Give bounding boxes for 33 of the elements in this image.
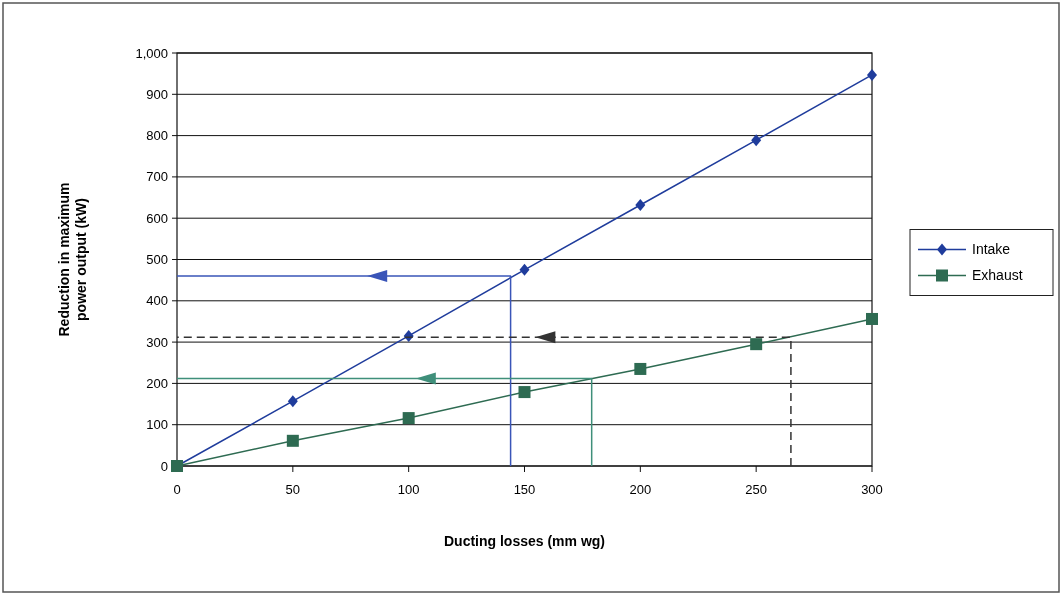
x-tick-label: 300 xyxy=(861,482,883,497)
point xyxy=(635,198,646,211)
y-tick-label: 800 xyxy=(146,128,168,144)
y-tick-label: 0 xyxy=(160,458,168,474)
point xyxy=(519,263,530,276)
y-tick-label: 600 xyxy=(146,210,168,226)
x-tick-label: 50 xyxy=(285,482,301,497)
y-tick-label: 700 xyxy=(146,169,168,185)
point xyxy=(866,312,878,325)
legend-label: Exhaust xyxy=(972,267,1023,284)
legend-label: Intake xyxy=(972,241,1011,258)
y-tick-label: 300 xyxy=(146,334,168,350)
point xyxy=(634,362,647,375)
x-axis-title: Ducting losses (mm wg) xyxy=(443,533,606,549)
y-tick-label: 1,000 xyxy=(135,45,168,61)
y-tick-label: 400 xyxy=(146,293,168,309)
x-tick-label: 100 xyxy=(397,482,420,497)
point xyxy=(402,412,415,425)
y-tick-label: 900 xyxy=(146,86,168,102)
y-tick-label: 100 xyxy=(146,417,168,433)
y-axis-title: Reduction in maximum power output (kW) xyxy=(56,182,89,337)
x-tick-label: 200 xyxy=(629,482,652,497)
point xyxy=(750,338,763,351)
point xyxy=(867,68,877,81)
x-tick-label: 150 xyxy=(513,482,536,497)
y-tick-label: 500 xyxy=(146,252,168,268)
x-tick-label: 0 xyxy=(173,482,181,497)
x-tick-label: 250 xyxy=(745,482,768,497)
y-tick-label: 200 xyxy=(146,375,168,391)
point xyxy=(286,434,299,447)
point xyxy=(287,395,298,408)
point xyxy=(751,134,762,147)
point xyxy=(518,386,531,399)
